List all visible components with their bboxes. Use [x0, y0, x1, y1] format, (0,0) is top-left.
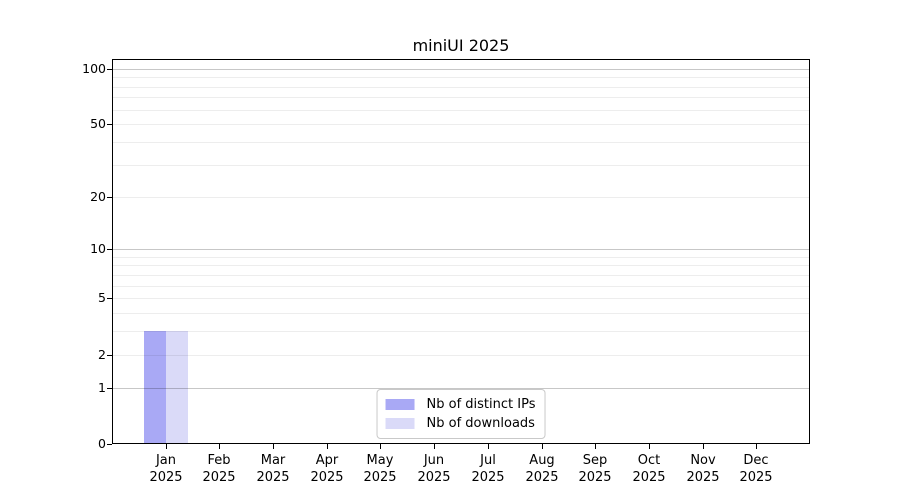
x-tick-mark: [273, 444, 274, 449]
y-tick-label: 0: [98, 436, 106, 451]
x-tick-mark: [756, 444, 757, 449]
x-tick-mark: [488, 444, 489, 449]
y-tick-label: 50: [90, 116, 106, 131]
x-tick-mark: [166, 444, 167, 449]
y-tick-mark: [107, 444, 112, 445]
x-tick-label: Oct 2025: [632, 453, 666, 485]
legend-entry-distinct-ips: Nb of distinct IPs: [385, 395, 536, 414]
legend-entry-downloads: Nb of downloads: [385, 414, 536, 433]
x-tick-mark: [595, 444, 596, 449]
y-tick-label: 2: [98, 347, 106, 362]
x-tick-mark: [542, 444, 543, 449]
y-tick-label: 5: [98, 290, 106, 305]
y-tick-label: 20: [90, 189, 106, 204]
x-tick-label: May 2025: [363, 453, 397, 485]
plot-frame: [112, 59, 810, 444]
x-tick-label: Mar 2025: [256, 453, 290, 485]
legend-label-distinct-ips: Nb of distinct IPs: [426, 397, 536, 412]
x-tick-label: Nov 2025: [686, 453, 720, 485]
x-tick-label: Sep 2025: [578, 453, 612, 485]
x-tick-label: Feb 2025: [202, 453, 236, 485]
legend-label-downloads: Nb of downloads: [426, 416, 535, 431]
x-tick-mark: [219, 444, 220, 449]
distinct-ips-swatch-icon: [385, 399, 415, 410]
x-tick-label: Jan 2025: [149, 453, 183, 485]
y-tick-label: 100: [82, 61, 106, 76]
x-tick-label: Aug 2025: [525, 453, 559, 485]
downloads-swatch-icon: [385, 418, 415, 429]
x-tick-label: Jul 2025: [471, 453, 505, 485]
y-tick-label: 10: [90, 241, 106, 256]
x-tick-mark: [327, 444, 328, 449]
legend: Nb of distinct IPs Nb of downloads: [376, 389, 546, 439]
x-tick-label: Jun 2025: [417, 453, 451, 485]
x-tick-mark: [649, 444, 650, 449]
x-tick-mark: [380, 444, 381, 449]
y-tick-label: 1: [98, 380, 106, 395]
x-tick-mark: [703, 444, 704, 449]
x-tick-label: Dec 2025: [739, 453, 773, 485]
x-tick-mark: [434, 444, 435, 449]
chart-title: miniUI 2025: [412, 36, 510, 55]
x-tick-label: Apr 2025: [310, 453, 344, 485]
